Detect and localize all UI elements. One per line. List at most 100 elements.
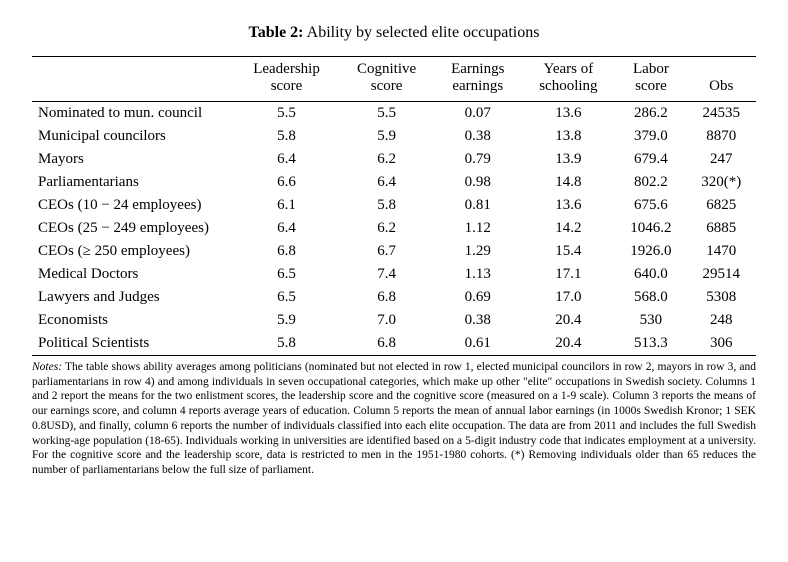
cell: 0.38 bbox=[434, 125, 521, 148]
col-header: score bbox=[615, 78, 686, 102]
cell: 6.8 bbox=[234, 240, 339, 263]
cell: 6.5 bbox=[234, 286, 339, 309]
table-caption: Table 2: Ability by selected elite occup… bbox=[32, 24, 756, 42]
col-header: Earnings bbox=[434, 57, 521, 78]
col-header: Cognitive bbox=[339, 57, 434, 78]
notes-text: The table shows ability averages among p… bbox=[32, 361, 756, 476]
cell: 29514 bbox=[686, 263, 756, 286]
cell: 6.4 bbox=[234, 148, 339, 171]
cell: 286.2 bbox=[615, 102, 686, 126]
table-row: Lawyers and Judges6.56.80.6917.0568.0530… bbox=[32, 286, 756, 309]
cell: 6.7 bbox=[339, 240, 434, 263]
cell: 5.8 bbox=[339, 194, 434, 217]
cell: 568.0 bbox=[615, 286, 686, 309]
cell: 248 bbox=[686, 309, 756, 332]
cell: 1.13 bbox=[434, 263, 521, 286]
cell: 6.8 bbox=[339, 332, 434, 356]
cell: 15.4 bbox=[521, 240, 615, 263]
cell: 6.2 bbox=[339, 217, 434, 240]
table-row: Medical Doctors6.57.41.1317.1640.029514 bbox=[32, 263, 756, 286]
row-label: Municipal councilors bbox=[32, 125, 234, 148]
cell: 20.4 bbox=[521, 332, 615, 356]
cell: 0.61 bbox=[434, 332, 521, 356]
row-label: Parliamentarians bbox=[32, 171, 234, 194]
cell: 513.3 bbox=[615, 332, 686, 356]
cell: 7.0 bbox=[339, 309, 434, 332]
table-row: Political Scientists5.86.80.6120.4513.33… bbox=[32, 332, 756, 356]
cell: 17.0 bbox=[521, 286, 615, 309]
cell: 13.9 bbox=[521, 148, 615, 171]
row-label: Nominated to mun. council bbox=[32, 102, 234, 126]
cell: 247 bbox=[686, 148, 756, 171]
cell: 1.29 bbox=[434, 240, 521, 263]
col-header: Leadership bbox=[234, 57, 339, 78]
table-body: Nominated to mun. council5.55.50.0713.62… bbox=[32, 102, 756, 356]
cell: 640.0 bbox=[615, 263, 686, 286]
table-row: CEOs (10 − 24 employees)6.15.80.8113.667… bbox=[32, 194, 756, 217]
cell: 5.8 bbox=[234, 332, 339, 356]
cell: 1470 bbox=[686, 240, 756, 263]
table-row: Economists5.97.00.3820.4530248 bbox=[32, 309, 756, 332]
row-label: Lawyers and Judges bbox=[32, 286, 234, 309]
table-number: Table 2: bbox=[249, 24, 304, 41]
row-label: Medical Doctors bbox=[32, 263, 234, 286]
table-row: Municipal councilors5.85.90.3813.8379.08… bbox=[32, 125, 756, 148]
cell: 5.9 bbox=[339, 125, 434, 148]
row-label: Mayors bbox=[32, 148, 234, 171]
cell: 5.5 bbox=[339, 102, 434, 126]
header-row-1: Leadership Cognitive Earnings Years of L… bbox=[32, 57, 756, 78]
cell: 24535 bbox=[686, 102, 756, 126]
table-row: Parliamentarians6.66.40.9814.8802.2320(*… bbox=[32, 171, 756, 194]
cell: 530 bbox=[615, 309, 686, 332]
row-label: Political Scientists bbox=[32, 332, 234, 356]
col-header bbox=[686, 57, 756, 78]
cell: 5.9 bbox=[234, 309, 339, 332]
cell: 0.69 bbox=[434, 286, 521, 309]
cell: 5.8 bbox=[234, 125, 339, 148]
table-title: Ability by selected elite occupations bbox=[307, 24, 540, 41]
cell: 6.5 bbox=[234, 263, 339, 286]
cell: 0.38 bbox=[434, 309, 521, 332]
cell: 14.8 bbox=[521, 171, 615, 194]
col-header: Years of bbox=[521, 57, 615, 78]
cell: 0.81 bbox=[434, 194, 521, 217]
cell: 0.98 bbox=[434, 171, 521, 194]
cell: 6825 bbox=[686, 194, 756, 217]
header-row-2: score score earnings schooling score Obs bbox=[32, 78, 756, 102]
cell: 6885 bbox=[686, 217, 756, 240]
table-row: CEOs (25 − 249 employees)6.46.21.1214.21… bbox=[32, 217, 756, 240]
cell: 6.4 bbox=[339, 171, 434, 194]
cell: 320(*) bbox=[686, 171, 756, 194]
cell: 14.2 bbox=[521, 217, 615, 240]
row-label: Economists bbox=[32, 309, 234, 332]
table-notes: Notes: The table shows ability averages … bbox=[32, 360, 756, 478]
col-header: score bbox=[339, 78, 434, 102]
cell: 6.2 bbox=[339, 148, 434, 171]
table-row: Mayors6.46.20.7913.9679.4247 bbox=[32, 148, 756, 171]
cell: 675.6 bbox=[615, 194, 686, 217]
cell: 8870 bbox=[686, 125, 756, 148]
notes-label: Notes: bbox=[32, 361, 62, 373]
cell: 13.6 bbox=[521, 194, 615, 217]
col-header: Labor bbox=[615, 57, 686, 78]
ability-table: Leadership Cognitive Earnings Years of L… bbox=[32, 56, 756, 356]
cell: 1.12 bbox=[434, 217, 521, 240]
col-header: earnings bbox=[434, 78, 521, 102]
cell: 6.8 bbox=[339, 286, 434, 309]
cell: 5308 bbox=[686, 286, 756, 309]
table-row: Nominated to mun. council5.55.50.0713.62… bbox=[32, 102, 756, 126]
cell: 0.07 bbox=[434, 102, 521, 126]
col-header: schooling bbox=[521, 78, 615, 102]
cell: 17.1 bbox=[521, 263, 615, 286]
cell: 5.5 bbox=[234, 102, 339, 126]
cell: 306 bbox=[686, 332, 756, 356]
table-row: CEOs (≥ 250 employees)6.86.71.2915.41926… bbox=[32, 240, 756, 263]
cell: 20.4 bbox=[521, 309, 615, 332]
cell: 1926.0 bbox=[615, 240, 686, 263]
cell: 379.0 bbox=[615, 125, 686, 148]
cell: 0.79 bbox=[434, 148, 521, 171]
cell: 7.4 bbox=[339, 263, 434, 286]
cell: 802.2 bbox=[615, 171, 686, 194]
cell: 13.8 bbox=[521, 125, 615, 148]
row-label: CEOs (25 − 249 employees) bbox=[32, 217, 234, 240]
